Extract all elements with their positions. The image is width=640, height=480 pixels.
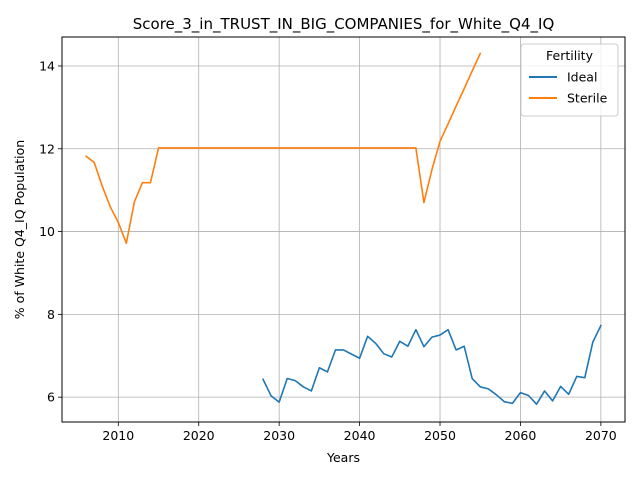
y-tick-label: 8 — [47, 307, 55, 322]
y-tick-label: 14 — [39, 58, 55, 73]
series-layer — [85, 52, 602, 406]
legend-label-ideal: Ideal — [567, 70, 597, 85]
legend-label-sterile: Sterile — [567, 91, 608, 106]
legend-title: Fertility — [546, 48, 594, 63]
legend: Fertility Ideal Sterile — [520, 43, 619, 117]
plot-frame — [61, 36, 626, 423]
grid — [62, 37, 625, 422]
x-tick-label: 2040 — [344, 428, 376, 443]
axis-ticks: 2010 2020 2030 2040 2050 2060 2070 6 8 10 12 14 — [39, 58, 617, 443]
x-tick-label: 2010 — [102, 428, 134, 443]
x-tick-label: 2050 — [424, 428, 456, 443]
x-tick-label: 2020 — [183, 428, 215, 443]
chart-title: Score_3_in_TRUST_IN_BIG_COMPANIES_for_Wh… — [133, 15, 555, 34]
y-tick-label: 10 — [39, 224, 55, 239]
x-tick-label: 2060 — [505, 428, 537, 443]
x-axis-label: Years — [326, 450, 360, 465]
x-tick-label: 2070 — [585, 428, 617, 443]
y-axis-label: % of White Q4_IQ Population — [12, 140, 27, 319]
series-line-ideal — [262, 324, 602, 406]
series-line-sterile — [85, 52, 482, 244]
y-tick-label: 6 — [47, 390, 55, 405]
y-tick-label: 12 — [39, 141, 55, 156]
x-tick-label: 2030 — [263, 428, 295, 443]
